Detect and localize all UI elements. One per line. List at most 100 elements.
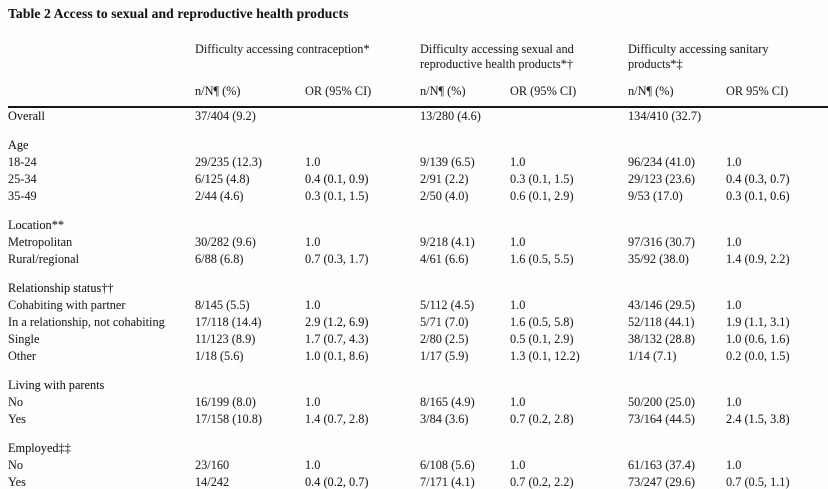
spacer-row — [8, 205, 828, 217]
cell-sanitary-n: 43/146 (29.5) — [628, 298, 695, 312]
cell-srh-n: 5/71 (7.0) — [420, 315, 469, 329]
cell-sanitary-n: 35/92 (38.0) — [628, 252, 689, 266]
cell-sanitary-n: 50/200 (25.0) — [628, 395, 695, 409]
cell-contraception-or: 1.7 (0.7, 4.3) — [305, 332, 369, 346]
table-row: In a relationship, not cohabiting 17/118… — [8, 314, 828, 331]
cell-srh-n: 8/165 (4.9) — [420, 395, 475, 409]
row-label: In a relationship, not cohabiting — [8, 315, 165, 329]
table-row: Single 11/123 (8.9) 1.7 (0.7, 4.3) 2/80 … — [8, 331, 828, 348]
cell-srh-n: 5/112 (4.5) — [420, 298, 475, 312]
row-label: 35-49 — [8, 189, 37, 203]
table-row: No 16/199 (8.0) 1.0 8/165 (4.9) 1.0 50/2… — [8, 394, 828, 411]
cell-sanitary-or — [726, 107, 828, 125]
cell-srh-or: 1.0 — [510, 458, 526, 472]
subheader-contraception-n: n/N¶ (%) — [195, 72, 305, 108]
row-label: Overall — [8, 109, 45, 123]
cell-contraception-n: 17/158 (10.8) — [195, 412, 262, 426]
table-row: Yes 17/158 (10.8) 1.4 (0.7, 2.8) 3/84 (3… — [8, 411, 828, 428]
subheader-contraception-or: OR (95% CI) — [305, 72, 421, 108]
col-group-contraception: Difficulty accessing contraception* — [195, 42, 370, 56]
subheader-srh-n: n/N¶ (%) — [420, 72, 511, 108]
cell-srh-n: 7/171 (4.1) — [420, 474, 511, 489]
cell-srh-or: 1.6 (0.5, 5.8) — [510, 315, 574, 329]
cell-sanitary-or: 1.0 — [726, 458, 742, 472]
cell-sanitary-n: 29/123 (23.6) — [628, 172, 695, 186]
cell-sanitary-or: 1.0 — [726, 155, 742, 169]
sub-header-row: n/N¶ (%) OR (95% CI) n/N¶ (%) OR (95% CI… — [8, 72, 828, 108]
cell-sanitary-or: 1.0 — [726, 235, 742, 249]
section-label: Relationship status†† — [8, 281, 114, 295]
cell-contraception-or: 1.0 — [305, 235, 321, 249]
data-table: Difficulty accessing contraception* Diff… — [8, 22, 828, 489]
cell-sanitary-n: 73/247 (29.6) — [628, 474, 727, 489]
cell-srh-n: 9/218 (4.1) — [420, 235, 475, 249]
cell-contraception-or: 0.7 (0.3, 1.7) — [305, 252, 369, 266]
table-row: No 23/160 1.0 6/108 (5.6) 1.0 61/163 (37… — [8, 457, 828, 474]
cell-srh-or: 0.6 (0.1, 2.9) — [510, 189, 574, 203]
cell-sanitary-or: 0.7 (0.5, 1.1) — [726, 474, 828, 489]
cell-sanitary-or: 1.9 (1.1, 3.1) — [726, 315, 790, 329]
cell-contraception-or: 1.0 — [305, 298, 321, 312]
row-label: Single — [8, 332, 40, 346]
cell-contraception-n: 8/145 (5.5) — [195, 298, 250, 312]
cell-srh-n: 9/139 (6.5) — [420, 155, 475, 169]
cell-contraception-n: 30/282 (9.6) — [195, 235, 256, 249]
section-row-relationship-status: Relationship status†† — [8, 280, 828, 297]
row-label: No — [8, 458, 24, 472]
section-row-living-with-parents: Living with parents — [8, 377, 828, 394]
spacer-row — [8, 365, 828, 377]
cell-contraception-or: 1.0 — [305, 458, 321, 472]
cell-srh-n: 4/61 (6.6) — [420, 252, 469, 266]
cell-srh-n: 6/108 (5.6) — [420, 458, 475, 472]
cell-contraception-n: 17/118 (14.4) — [195, 315, 262, 329]
cell-srh-n: 13/280 (4.6) — [420, 109, 481, 123]
cell-sanitary-n: 61/163 (37.4) — [628, 458, 695, 472]
table-row-overall: Overall 37/404 (9.2) 13/280 (4.6) 134/41… — [8, 107, 828, 125]
cell-srh-n: 3/84 (3.6) — [420, 412, 469, 426]
cell-srh-or: 0.5 (0.1, 2.9) — [510, 332, 574, 346]
cell-sanitary-n: 52/118 (44.1) — [628, 315, 695, 329]
cell-srh-or: 1.3 (0.1, 12.2) — [510, 349, 580, 363]
table-row: Other 1/18 (5.6) 1.0 (0.1, 8.6) 1/17 (5.… — [8, 348, 828, 365]
spacer-row — [8, 268, 828, 280]
table-row: Metropolitan 30/282 (9.6) 1.0 9/218 (4.1… — [8, 234, 828, 251]
cell-srh-or: 1.6 (0.5, 5.5) — [510, 252, 574, 266]
cell-sanitary-n: 9/53 (17.0) — [628, 189, 683, 203]
section-label: Age — [8, 138, 29, 152]
cell-contraception-n: 1/18 (5.6) — [195, 349, 244, 363]
empty-corner-cell — [8, 22, 195, 72]
row-label: No — [8, 395, 24, 409]
subheader-sanitary-or: OR 95% CI) — [726, 72, 828, 108]
cell-contraception-n: 23/160 — [195, 458, 230, 472]
section-row-age: Age — [8, 137, 828, 154]
row-label: Other — [8, 349, 36, 363]
empty-corner-cell — [8, 72, 195, 108]
table-row: 25-34 6/125 (4.8) 0.4 (0.1, 0.9) 2/91 (2… — [8, 171, 828, 188]
cell-contraception-n: 6/88 (6.8) — [195, 252, 244, 266]
row-label: Cohabiting with partner — [8, 298, 126, 312]
cell-sanitary-or: 0.3 (0.1, 0.6) — [726, 189, 790, 203]
cell-sanitary-or: 2.4 (1.5, 3.8) — [726, 412, 790, 426]
cell-sanitary-n: 134/410 (32.7) — [628, 109, 702, 123]
cell-contraception-n: 37/404 (9.2) — [195, 109, 256, 123]
cell-srh-n: 2/50 (4.0) — [420, 189, 469, 203]
cell-srh-or — [510, 107, 628, 125]
section-label: Location** — [8, 218, 65, 232]
cell-contraception-or — [305, 107, 420, 125]
cell-srh-or: 0.7 (0.2, 2.8) — [510, 412, 574, 426]
cell-contraception-n: 6/125 (4.8) — [195, 172, 250, 186]
row-label: 18-24 — [8, 155, 37, 169]
cell-srh-or: 0.3 (0.1, 1.5) — [510, 172, 574, 186]
col-group-sanitary-products: Difficulty accessing sanitary products*‡ — [628, 42, 769, 71]
cell-srh-or: 1.0 — [510, 155, 526, 169]
column-group-header-row: Difficulty accessing contraception* Diff… — [8, 22, 828, 72]
cell-contraception-n: 14/242 — [195, 474, 305, 489]
cell-contraception-or: 0.4 (0.1, 0.9) — [305, 172, 369, 186]
cell-srh-n: 1/17 (5.9) — [420, 349, 469, 363]
cell-srh-or: 0.7 (0.2, 2.2) — [510, 474, 629, 489]
col-group-srh-products: Difficulty accessing sexual and reproduc… — [420, 42, 574, 71]
row-label: Yes — [8, 474, 195, 489]
row-label: 25-34 — [8, 172, 37, 186]
cell-srh-or: 1.0 — [510, 395, 526, 409]
